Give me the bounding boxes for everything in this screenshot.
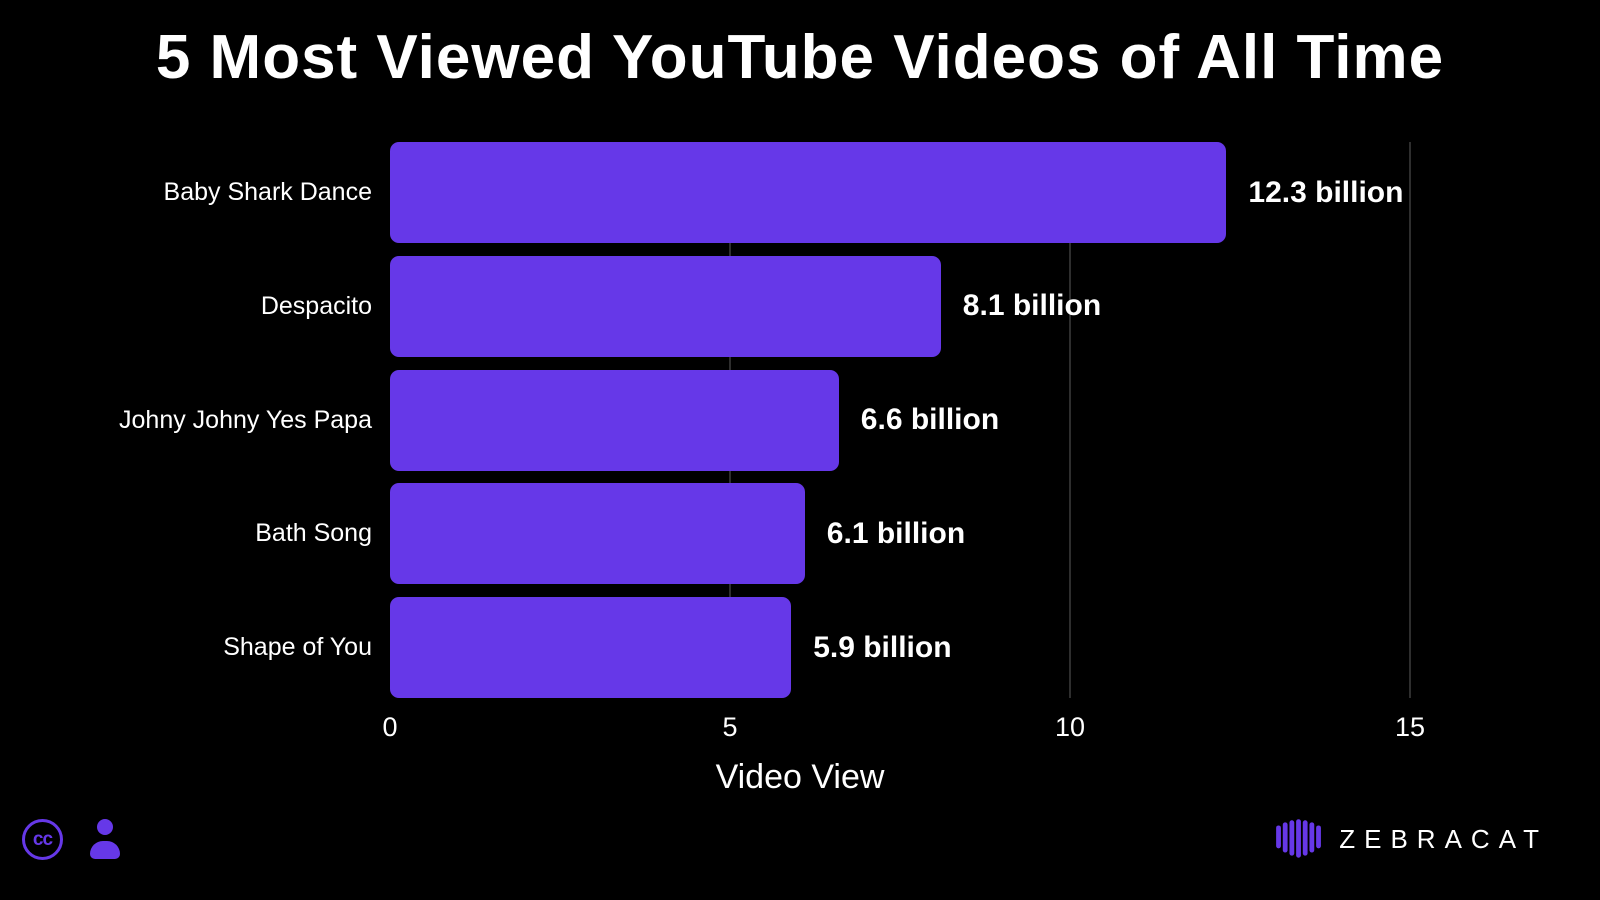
x-axis-label: Video View xyxy=(715,758,885,796)
cc-icon: cc xyxy=(22,818,63,860)
bar xyxy=(390,255,941,357)
value-label: 12.3 billion xyxy=(1248,175,1404,209)
person-icon xyxy=(87,818,123,860)
bar xyxy=(390,483,805,585)
person-icon-body xyxy=(90,841,120,859)
chart-title: 5 Most Viewed YouTube Videos of All Time xyxy=(155,23,1445,92)
value-label: 6.1 billion xyxy=(826,516,966,550)
bar xyxy=(390,369,839,471)
bar-track: 12.3 billion xyxy=(390,142,1410,243)
category-label: Shape of You xyxy=(223,633,372,661)
bar-row: Despacito 8.1 billion xyxy=(0,255,1600,357)
person-icon-head xyxy=(97,819,113,835)
gridline xyxy=(1409,142,1411,698)
bar-row: Johny Johny Yes Papa 6.6 billion xyxy=(0,369,1600,471)
category-label: Johny Johny Yes Papa xyxy=(119,405,372,434)
gridline xyxy=(1069,142,1071,698)
bar-row: Bath Song 6.1 billion xyxy=(0,483,1600,585)
brand-lockup: ZEBRACAT xyxy=(1273,814,1548,864)
bar-row: Baby Shark Dance 12.3 billion xyxy=(0,142,1600,243)
category-label: Baby Shark Dance xyxy=(163,178,372,206)
x-tick-label: 10 xyxy=(1054,712,1086,742)
license-icons: cc xyxy=(22,818,123,860)
category-label: Despacito xyxy=(260,291,372,320)
value-label: 6.6 billion xyxy=(860,403,1000,436)
bar-rows: Baby Shark Dance 12.3 billion Despacito 8.1… xyxy=(0,142,1600,698)
cc-label: cc xyxy=(32,828,53,850)
bar-track: 8.1 billion xyxy=(390,255,1410,357)
value-label: 5.9 billion xyxy=(813,630,952,664)
bar-row: Shape of You 5.9 billion xyxy=(0,597,1600,698)
zebracat-logo-icon xyxy=(1276,819,1322,858)
x-tick-label: 15 xyxy=(1394,712,1426,742)
category-label: Bath Song xyxy=(255,519,372,548)
bar xyxy=(390,142,1227,243)
x-tick-label: 5 xyxy=(722,712,738,742)
brand-name: ZEBRACAT xyxy=(1339,823,1548,854)
bar-track: 5.9 billion xyxy=(390,597,1410,698)
value-label: 8.1 billion xyxy=(962,289,1102,323)
x-tick-label: 0 xyxy=(382,712,398,742)
bar-track: 6.6 billion xyxy=(390,369,1410,471)
x-axis-ticks: 0 5 10 15 xyxy=(382,712,1425,748)
bar-track: 6.1 billion xyxy=(390,483,1410,585)
bar xyxy=(390,597,792,698)
